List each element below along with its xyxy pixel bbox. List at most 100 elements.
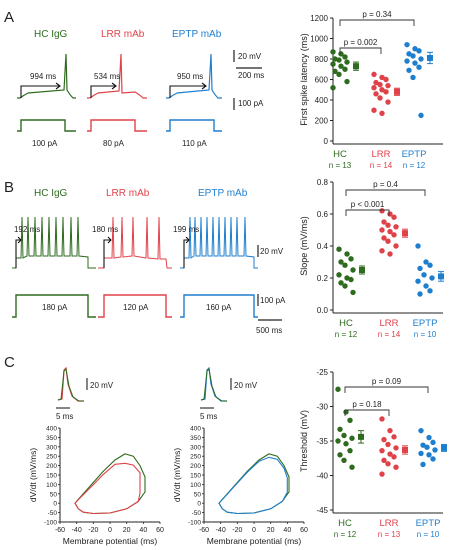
voltage-trace-hc-a [17, 53, 76, 99]
data-point-eptp [415, 243, 421, 249]
scale-label-current-a: 100 pA [238, 99, 264, 108]
scale-label-time-b: 500 ms [256, 326, 282, 335]
phase-y-tick-label: 400 [46, 426, 57, 433]
data-point-hc [338, 280, 344, 286]
current-label-hc-b: 180 pA [42, 303, 68, 312]
data-point-hc [348, 256, 354, 262]
data-point-eptp [410, 53, 416, 59]
phase-x-tick-label: -40 [72, 527, 82, 534]
data-point-lrr [391, 454, 397, 460]
y-tick-label: 0 [324, 137, 329, 146]
data-point-eptp [416, 48, 422, 54]
data-point-eptp [418, 427, 424, 434]
y-tick-label: 0.2 [317, 274, 329, 283]
data-point-lrr [379, 471, 385, 477]
group-label-lrr: LRR [371, 149, 390, 160]
phase-y-tick-label: 150 [190, 473, 201, 480]
phase-x-tick-label: -60 [199, 527, 209, 534]
mean-marker-hc [358, 433, 364, 440]
phase-x-axis-label: Membrane potential (ms) [63, 536, 158, 546]
data-point-eptp [404, 41, 410, 48]
data-point-eptp [418, 450, 424, 457]
group-label-hc: HC [339, 318, 353, 329]
data-point-eptp [412, 46, 418, 52]
data-point-hc [335, 386, 341, 392]
data-point-lrr [387, 451, 393, 457]
data-point-hc [344, 251, 350, 257]
phase-y-tick-label: -50 [192, 510, 202, 517]
phase-y-tick-label: -100 [188, 520, 201, 527]
data-point-hc [342, 66, 348, 72]
data-point-eptp [420, 442, 426, 448]
y-tick-label: 0.6 [317, 210, 329, 219]
mean-marker-eptp [441, 444, 447, 451]
phase-loop-hc [74, 453, 146, 515]
phase-y-tick-label: 300 [46, 444, 57, 451]
group-n-hc: n = 13 [329, 161, 352, 170]
data-point-hc [349, 464, 355, 470]
data-point-lrr [381, 235, 387, 241]
current-label-lrr-b: 120 pA [123, 303, 149, 312]
data-point-hc [330, 85, 336, 91]
data-point-lrr [385, 461, 391, 467]
significance-bracket [344, 386, 429, 393]
data-point-hc [350, 289, 356, 296]
data-point-lrr [391, 232, 397, 238]
data-point-lrr [393, 224, 399, 230]
significance-bracket [345, 209, 390, 216]
inset-scale-label-voltage-1: 20 mV [90, 381, 114, 390]
data-point-lrr [373, 79, 379, 86]
phase-loop-treated [218, 456, 288, 515]
y-tick-label: 1000 [310, 35, 328, 44]
y-tick-label: 0.0 [317, 306, 329, 315]
y-tick-label: -40 [316, 472, 328, 481]
p-value-label: p = 0.4 [373, 180, 398, 189]
data-point-lrr [387, 251, 393, 257]
phase-x-tick-label: -20 [88, 527, 98, 534]
data-point-lrr [385, 82, 391, 89]
current-step-eptp-b [180, 294, 258, 318]
data-point-eptp [426, 452, 432, 458]
data-point-eptp [427, 262, 433, 268]
data-point-eptp [423, 259, 429, 265]
phase-y-axis-label: dV/dt (mV/ms) [172, 448, 182, 502]
data-point-lrr [377, 95, 383, 101]
significance-bracket [344, 409, 390, 416]
data-point-hc [336, 246, 342, 252]
current-step-hc-b [12, 294, 96, 318]
mean-marker-lrr [394, 88, 400, 95]
group-n-lrr: n = 13 [378, 530, 401, 539]
data-point-eptp [404, 58, 410, 64]
data-point-hc [336, 272, 342, 278]
phase-x-tick-label: 0 [108, 527, 112, 534]
data-point-lrr [381, 436, 387, 443]
phase-y-axis-label: dV/dt (mV/ms) [28, 448, 38, 502]
data-point-eptp [416, 64, 422, 70]
phase-y-tick-label: 400 [190, 426, 201, 433]
mean-marker-eptp [438, 273, 444, 280]
data-point-hc [342, 262, 348, 268]
data-point-hc [341, 457, 347, 464]
trace-title-eptp-b: EPTP mAb [198, 188, 248, 199]
phase-y-tick-label: 100 [46, 482, 57, 489]
phase-x-axis-label: Membrane potential (ms) [207, 536, 302, 546]
mean-marker-eptp [427, 54, 433, 61]
data-point-lrr [373, 91, 379, 97]
data-point-lrr [379, 74, 385, 81]
data-point-eptp [420, 461, 426, 468]
y-axis-label: Slope (mV/ms) [299, 216, 309, 276]
data-point-lrr [385, 99, 391, 105]
latency-arrow-hc-a [20, 82, 61, 98]
data-point-hc [337, 452, 343, 458]
y-tick-label: -25 [316, 368, 328, 377]
phase-x-tick-label: 60 [300, 527, 308, 534]
data-point-hc [338, 259, 344, 265]
data-point-hc [342, 283, 348, 289]
data-point-hc [336, 57, 342, 63]
data-point-lrr [391, 434, 397, 440]
y-axis-label: First spike latency (ms) [299, 33, 309, 126]
ap-inset-lrr-hc [57, 366, 84, 402]
